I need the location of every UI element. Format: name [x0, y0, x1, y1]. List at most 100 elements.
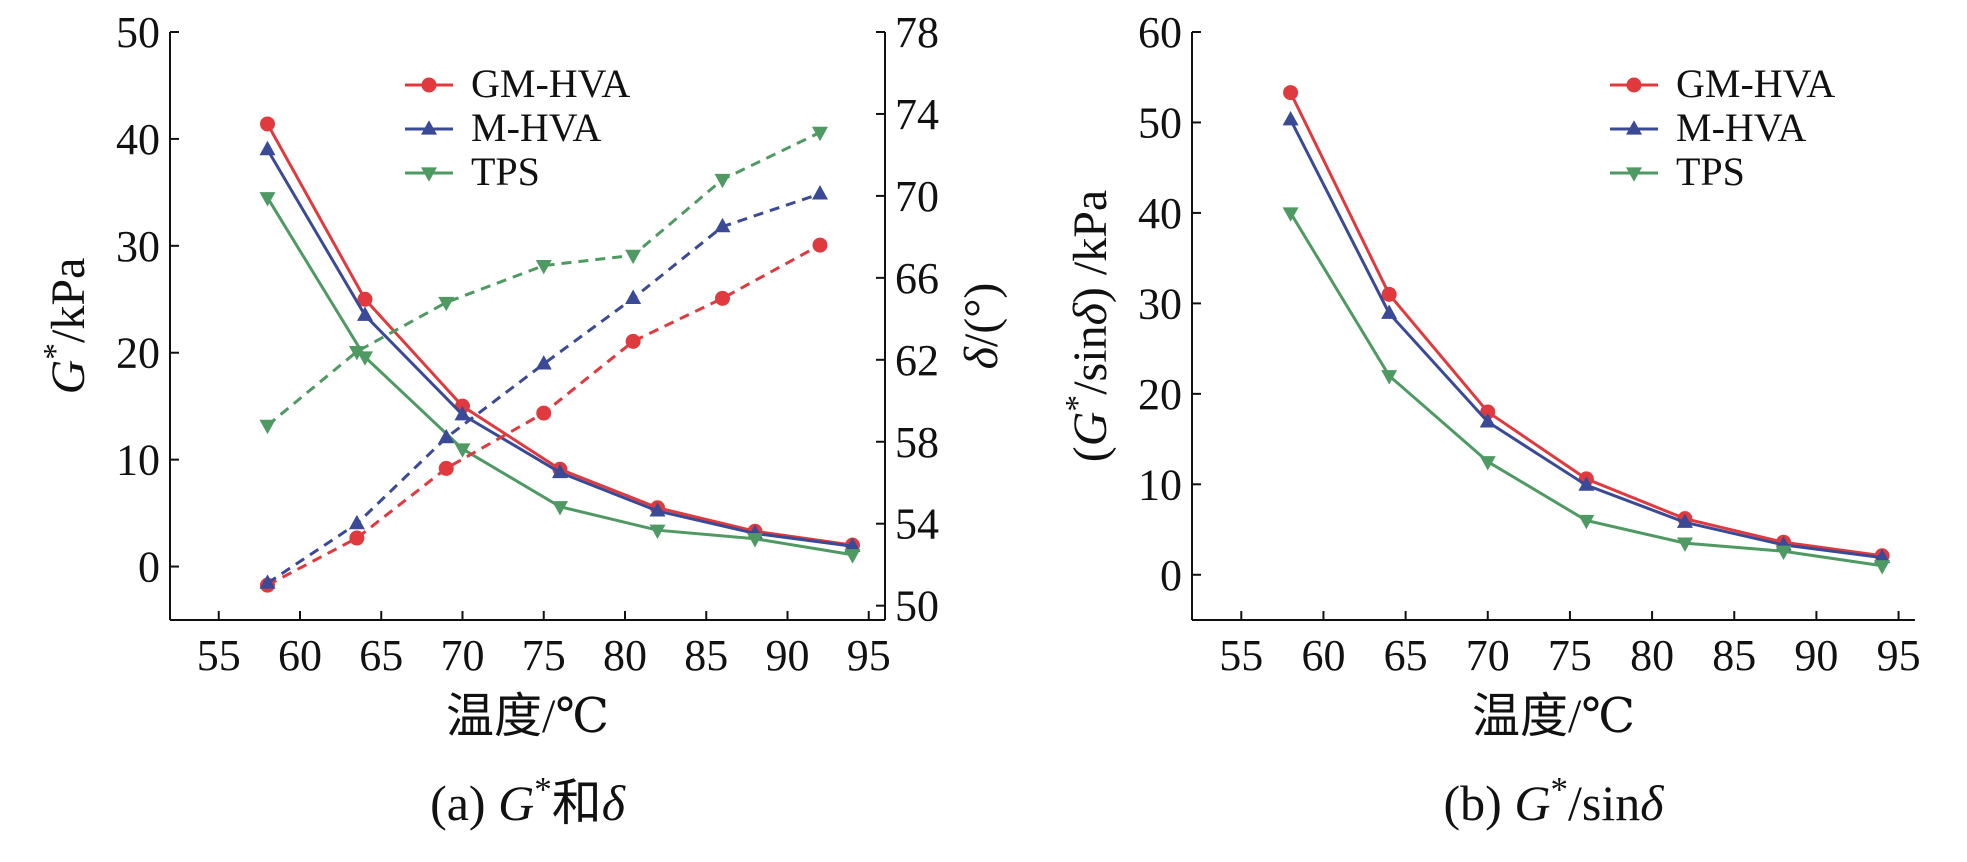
data-point — [649, 502, 666, 517]
series-line — [266, 192, 821, 585]
y-axis-title: G*/kPa — [37, 258, 96, 395]
legend-marker — [421, 77, 437, 93]
y-tick-label: 20 — [116, 329, 160, 378]
y2-tick-label: 50 — [895, 582, 939, 631]
legend-item: M-HVA — [405, 105, 602, 150]
legend-marker — [1626, 167, 1642, 182]
x-tick-label: 70 — [441, 631, 485, 680]
x-tick-label: 60 — [1301, 631, 1345, 680]
y-tick-label: 40 — [1138, 189, 1182, 238]
x-tick-label: 85 — [1712, 631, 1756, 680]
legend-marker — [421, 167, 437, 182]
data-point — [536, 405, 552, 421]
series-line — [266, 131, 821, 427]
data-point — [625, 289, 642, 304]
x-tick-label: 95 — [847, 631, 891, 680]
data-point — [844, 549, 861, 564]
data-point — [438, 296, 455, 312]
data-point — [1479, 456, 1496, 471]
y-axis-title: (G*/sinδ) /kPa — [1059, 190, 1118, 462]
data-point — [812, 185, 828, 200]
axes: 55 60 65 70 75 80 85 90 95 0 10 20 30 40 50 60 温度/℃ (G*/s… — [1059, 8, 1921, 743]
y2-tick-label: 58 — [895, 418, 939, 467]
data-point — [357, 306, 373, 321]
data-point — [348, 514, 365, 530]
series-line — [1289, 212, 1883, 568]
axes: 55 60 65 70 75 80 85 90 95 0 10 20 30 40 50 50 54 58 62 66 7… — [37, 8, 1009, 743]
x-tick-label: 65 — [1384, 631, 1428, 680]
y2-tick-label: 78 — [895, 8, 939, 57]
data-point — [1676, 513, 1693, 528]
data-point — [357, 351, 373, 366]
data-point — [438, 460, 454, 476]
data-point — [1283, 85, 1299, 101]
panel-b-chart: 55 60 65 70 75 80 85 90 95 0 10 20 30 40 50 60 温度/℃ (G*/s… — [1059, 8, 1921, 831]
data-point — [552, 501, 568, 516]
panel-a-chart: 55 60 65 70 75 80 85 90 95 0 10 20 30 40 50 50 54 58 62 66 7… — [37, 8, 1009, 831]
y-tick-label: 0 — [1160, 551, 1182, 600]
data-point — [715, 290, 730, 306]
series-delta-5 — [259, 126, 828, 435]
x-tick-label: 60 — [278, 631, 322, 680]
legend-label: M-HVA — [471, 105, 602, 150]
y-tick-label: 30 — [116, 222, 160, 271]
y2-tick-label: 66 — [895, 254, 939, 303]
y-tick-label: 50 — [1138, 98, 1182, 147]
data-point — [1578, 476, 1595, 491]
legend-item: GM-HVA — [1610, 61, 1835, 106]
x-tick-label: 85 — [684, 631, 728, 680]
x-tick-label: 90 — [1794, 631, 1838, 680]
data-point — [348, 346, 365, 361]
data-point — [259, 192, 276, 207]
data-point — [1381, 304, 1398, 319]
legend-marker — [1626, 77, 1642, 93]
series-tps — [1282, 207, 1891, 575]
y-tick-label: 10 — [116, 436, 160, 485]
data-point — [1282, 110, 1299, 126]
legend-marker — [421, 120, 437, 135]
panel-caption: (a) G*和δ — [430, 770, 626, 832]
panel-caption: (b) G*/sinδ — [1444, 770, 1665, 832]
data-point — [1874, 548, 1891, 564]
y-tick-label: 40 — [116, 115, 160, 164]
data-point — [1479, 413, 1496, 428]
data-point — [357, 291, 373, 307]
legend-item: M-HVA — [1610, 105, 1807, 150]
x-tick-label: 70 — [1466, 631, 1510, 680]
x-tick-label: 55 — [1219, 631, 1263, 680]
x-tick-label: 55 — [197, 631, 241, 680]
data-point — [714, 173, 731, 189]
data-point — [260, 116, 275, 132]
legend-label: TPS — [471, 149, 540, 194]
data-point — [1578, 514, 1595, 530]
data-point — [1381, 370, 1398, 385]
legend-label: M-HVA — [1676, 105, 1807, 150]
data-point — [454, 443, 471, 458]
data-point — [535, 355, 552, 370]
y2-tick-label: 62 — [895, 336, 939, 385]
y-tick-label: 60 — [1138, 8, 1182, 57]
y2-tick-label: 70 — [895, 172, 939, 221]
legend-item: TPS — [1610, 149, 1745, 194]
data-point — [1282, 207, 1299, 222]
y-tick-label: 0 — [138, 543, 160, 592]
y2-axis-title: δ/(°) — [955, 283, 1008, 370]
data-point — [1381, 286, 1397, 302]
x-tick-label: 80 — [1630, 631, 1674, 680]
x-tick-label: 80 — [603, 631, 647, 680]
data-point — [625, 333, 641, 349]
x-axis-title: 温度/℃ — [1472, 690, 1635, 743]
data-point — [714, 217, 731, 233]
y-tick-label: 50 — [116, 8, 160, 57]
series-m-hva — [1282, 110, 1891, 564]
series-line — [266, 123, 853, 547]
data-point — [812, 237, 828, 253]
legend-label: TPS — [1676, 149, 1745, 194]
data-point — [438, 428, 455, 444]
legend-label: GM-HVA — [471, 61, 630, 106]
data-point — [1676, 537, 1693, 552]
legend-item: TPS — [405, 149, 540, 194]
series-gm-hva — [1283, 85, 1890, 564]
